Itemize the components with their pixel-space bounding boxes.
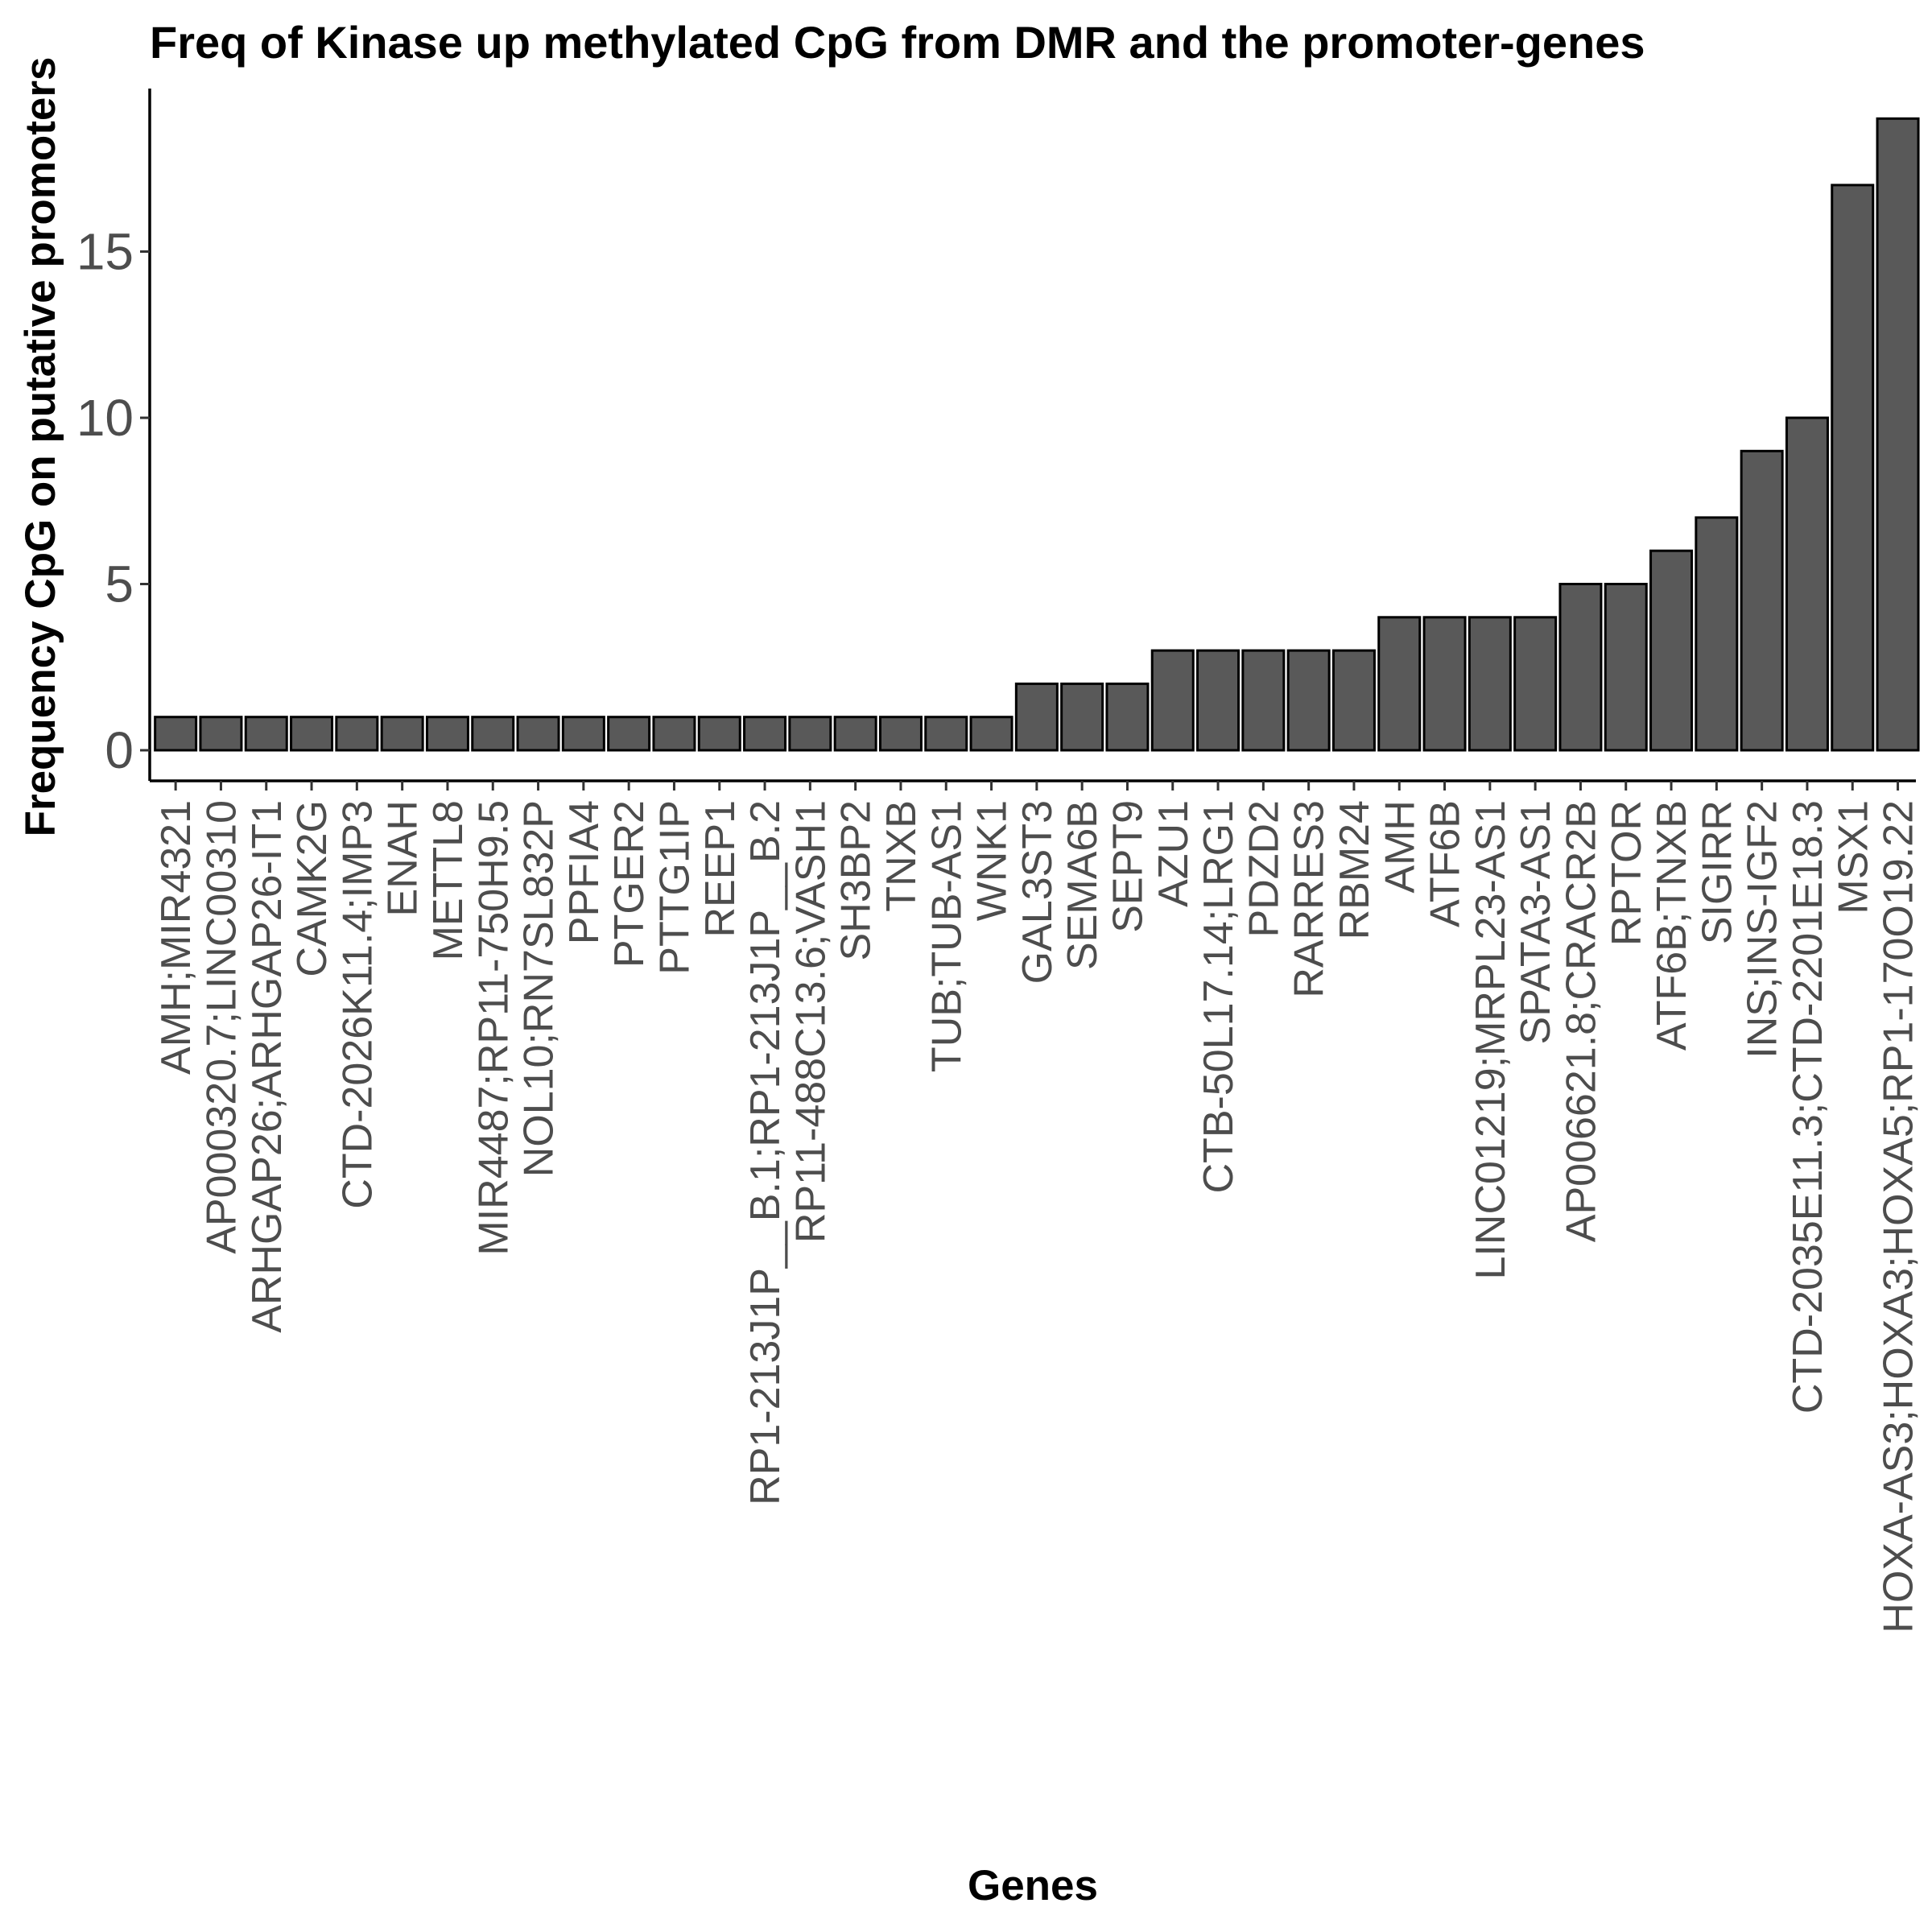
bar <box>1604 583 1648 752</box>
y-tick-label: 0 <box>105 721 134 779</box>
bar <box>380 716 424 752</box>
x-tick-label: AP006621.8;CRACR2B <box>1558 800 1604 1242</box>
x-tick-label: RP11-488C13.6;VASH1 <box>787 800 834 1243</box>
chart-title: Freq of Kinase up methylated CpG from DM… <box>150 17 1645 68</box>
bar <box>1331 649 1376 752</box>
x-tick-label: SIGIRR <box>1694 800 1740 944</box>
x-tick-label: NOL10;RN7SL832P <box>516 800 563 1177</box>
x-tick-label: PPFIA4 <box>561 800 608 944</box>
x-tick-label: AMH <box>1377 800 1423 894</box>
x-tick-label: ARHGAP26;ARHGAP26-IT1 <box>244 800 291 1333</box>
x-tick-label: SEPT9 <box>1104 800 1151 933</box>
bar <box>425 716 469 752</box>
x-tick-label: SH3BP2 <box>833 800 880 960</box>
x-tick-label: RP1-213J1P__B.1;RP1-213J1P__B.2 <box>742 800 789 1505</box>
bar <box>924 716 968 752</box>
x-tick-label: METTL8 <box>425 800 472 960</box>
bar <box>154 716 198 752</box>
x-tick-label: SEMA6B <box>1059 800 1106 970</box>
bar <box>652 716 696 752</box>
x-tick-label: INS;INS-IGF2 <box>1740 800 1786 1059</box>
x-tick-label: TUB;TUB-AS1 <box>923 800 970 1072</box>
bar <box>1513 616 1558 752</box>
bar <box>1468 616 1512 752</box>
x-tick-label: ENAH <box>380 800 427 916</box>
bar <box>743 716 787 752</box>
x-tick-label: RPTOR <box>1604 800 1650 946</box>
bar <box>1196 649 1241 752</box>
bar <box>1785 416 1829 752</box>
x-tick-label: SPATA3-AS1 <box>1513 800 1559 1044</box>
bar <box>833 716 877 752</box>
bar <box>788 716 832 752</box>
bar <box>516 716 560 752</box>
x-tick-label: AMH;MIR4321 <box>153 800 200 1075</box>
x-tick-label: RARRES3 <box>1286 800 1333 998</box>
y-axis-title: Frequency CpG on putative promoters <box>17 57 64 837</box>
y-tick-label: 5 <box>105 555 134 613</box>
bar <box>1377 616 1422 752</box>
bar <box>1831 184 1875 752</box>
x-tick-label: TNXB <box>878 800 925 912</box>
y-tick-label: 15 <box>76 223 134 281</box>
x-tick-label: ATF6B <box>1422 800 1469 927</box>
plot-area: 0 5 10 15 AMH;MIR4321AP000320.7;LINC00310ARH… <box>76 89 1922 1633</box>
x-tick-label: GAL3ST3 <box>1014 800 1061 984</box>
bar <box>1649 549 1694 752</box>
x-tick-label: CTB-50L17.14;LRG1 <box>1195 800 1242 1194</box>
bar <box>335 716 379 752</box>
x-axis-title: Genes <box>968 1862 1098 1909</box>
x-tick-label: HOXA-AS3;HOXA3;HOXA5;RP1-170O19.22 <box>1876 800 1922 1633</box>
bar <box>290 716 334 752</box>
y-tick-label: 10 <box>76 389 134 447</box>
x-tick-label: ATF6B;TNXB <box>1649 800 1695 1051</box>
bar <box>697 716 741 752</box>
x-tick-label: RBM24 <box>1331 800 1378 939</box>
bar <box>607 716 651 752</box>
x-tick-label: PDZD2 <box>1241 800 1287 937</box>
x-tick-label: MSX1 <box>1830 800 1876 914</box>
bar <box>1740 449 1784 752</box>
bar <box>878 716 923 752</box>
x-tick-label: AP000320.7;LINC00310 <box>198 800 245 1254</box>
bar <box>1150 649 1195 752</box>
bar <box>244 716 288 752</box>
bar <box>1695 516 1739 752</box>
bar <box>1876 117 1920 752</box>
x-tick-label: WNK1 <box>969 800 1016 921</box>
bar <box>1060 682 1104 752</box>
bar <box>1014 682 1059 752</box>
x-tick-label: PTGER2 <box>606 800 653 968</box>
bar <box>1105 682 1150 752</box>
x-tick-label: CTD-2026K11.4;IMP3 <box>334 800 381 1209</box>
x-tick-label: CAMK2G <box>289 800 336 977</box>
bar <box>1422 616 1467 752</box>
x-tick-label: AZU1 <box>1150 800 1197 907</box>
bar <box>561 716 605 752</box>
bar <box>199 716 243 752</box>
x-tick-label: CTD-2035E11.3;CTD-2201E18.3 <box>1785 800 1831 1414</box>
x-tick-label: LINC01219;MRPL23-AS1 <box>1468 800 1514 1279</box>
x-tick-label: PTTG1IP <box>651 800 698 975</box>
bar <box>1558 583 1603 752</box>
bar <box>471 716 515 752</box>
bar <box>1241 649 1286 752</box>
bar <box>1286 649 1331 752</box>
bar <box>969 716 1013 752</box>
x-tick-label: REEP1 <box>697 800 744 938</box>
x-tick-label: MIR4487;RP11-750H9.5 <box>470 800 517 1256</box>
